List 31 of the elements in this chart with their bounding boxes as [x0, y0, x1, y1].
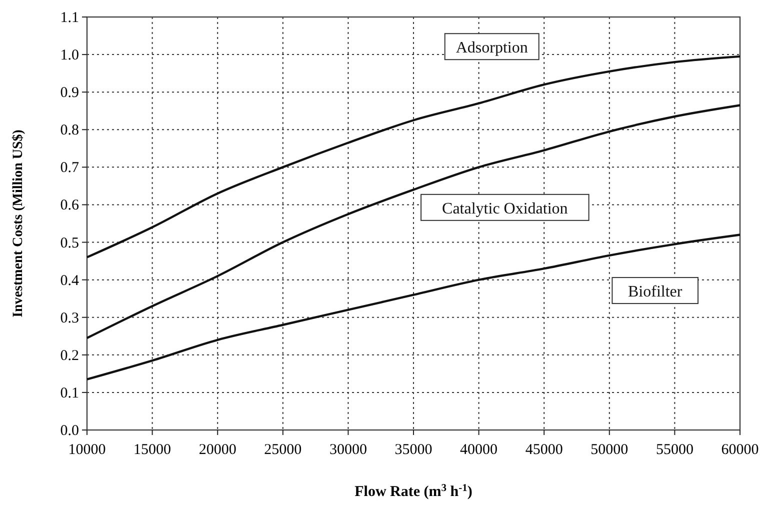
y-tick-label: 0.4: [60, 272, 80, 289]
y-tick-label: 1.0: [60, 48, 79, 64]
y-tick-label: 0.6: [60, 198, 80, 214]
x-tick-label: 60000: [721, 442, 759, 458]
series-label: Catalytic Oxidation: [442, 200, 568, 218]
y-tick-label: 1.1: [60, 10, 79, 26]
x-tick-label: 45000: [525, 442, 563, 458]
x-tick-label: 30000: [329, 442, 367, 458]
y-tick-label: 0.7: [60, 160, 80, 176]
y-tick-label: 0.0: [60, 423, 79, 439]
x-tick-label: 55000: [656, 442, 694, 458]
x-tick-label: 20000: [198, 442, 236, 458]
y-tick-label: 0.9: [60, 85, 79, 102]
line-series: [86, 104, 742, 340]
y-tick-label: 0.2: [60, 348, 79, 364]
x-tick-label: 25000: [264, 442, 302, 458]
line-series: [86, 234, 742, 380]
y-tick-label: 0.3: [60, 310, 79, 326]
x-tick-label: 50000: [590, 442, 628, 458]
x-tick-label: 40000: [460, 442, 498, 458]
series-label: Biofilter: [628, 284, 683, 301]
y-tick-label: 0.1: [60, 385, 79, 402]
line-series: [86, 55, 742, 258]
x-axis-title: Flow Rate (m$^{3}$ h$^{-1}$): [354, 482, 472, 500]
x-tick-label: 10000: [68, 442, 106, 458]
y-tick-label: 0.8: [60, 122, 79, 139]
y-axis-title: Investment Costs (Million US$): [11, 129, 26, 318]
series-label: Adsorption: [456, 40, 528, 57]
x-tick-label: 15000: [134, 442, 172, 458]
y-tick-label: 0.5: [60, 235, 79, 252]
x-tick-label: 35000: [394, 442, 432, 458]
